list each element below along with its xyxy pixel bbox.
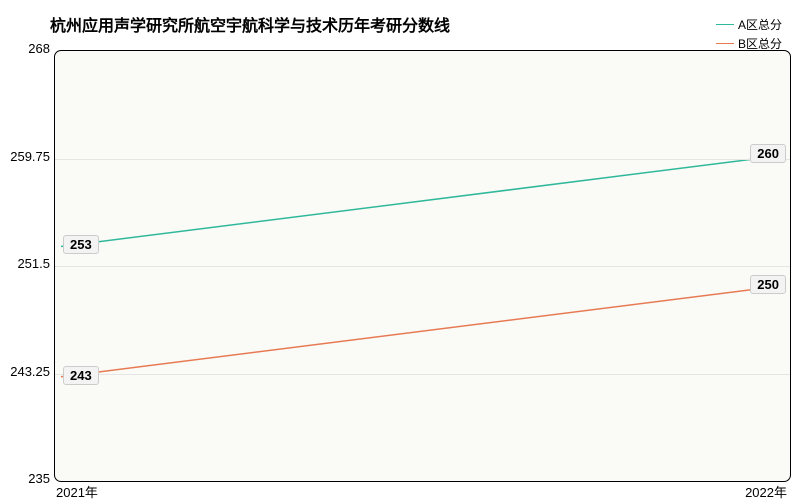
y-tick-label: 235 (4, 471, 50, 486)
plot-area: 253 260 243 250 (54, 50, 791, 482)
data-label: 253 (63, 235, 99, 254)
gridline (55, 159, 790, 160)
legend-swatch-b (716, 43, 734, 44)
y-tick-label: 259.75 (4, 149, 50, 164)
chart-title: 杭州应用声学研究所航空宇航科学与技术历年考研分数线 (50, 12, 450, 36)
y-tick-label: 243.25 (4, 364, 50, 379)
x-tick-label: 2022年 (745, 482, 787, 501)
gridline (55, 374, 790, 375)
line-chart: 杭州应用声学研究所航空宇航科学与技术历年考研分数线 A区总分 B区总分 2532… (0, 0, 800, 500)
legend: A区总分 B区总分 (716, 16, 782, 54)
series-line (61, 286, 784, 377)
gridline (55, 266, 790, 267)
series-line (61, 155, 784, 246)
legend-label-a: A区总分 (738, 16, 782, 33)
y-tick-label: 251.5 (4, 256, 50, 271)
legend-swatch-a (716, 24, 734, 25)
x-tick-label: 2021年 (56, 482, 98, 501)
data-label: 243 (63, 366, 99, 385)
data-label: 250 (750, 275, 786, 294)
data-label: 260 (750, 144, 786, 163)
y-tick-label: 268 (4, 41, 50, 56)
legend-item-a: A区总分 (716, 16, 782, 33)
